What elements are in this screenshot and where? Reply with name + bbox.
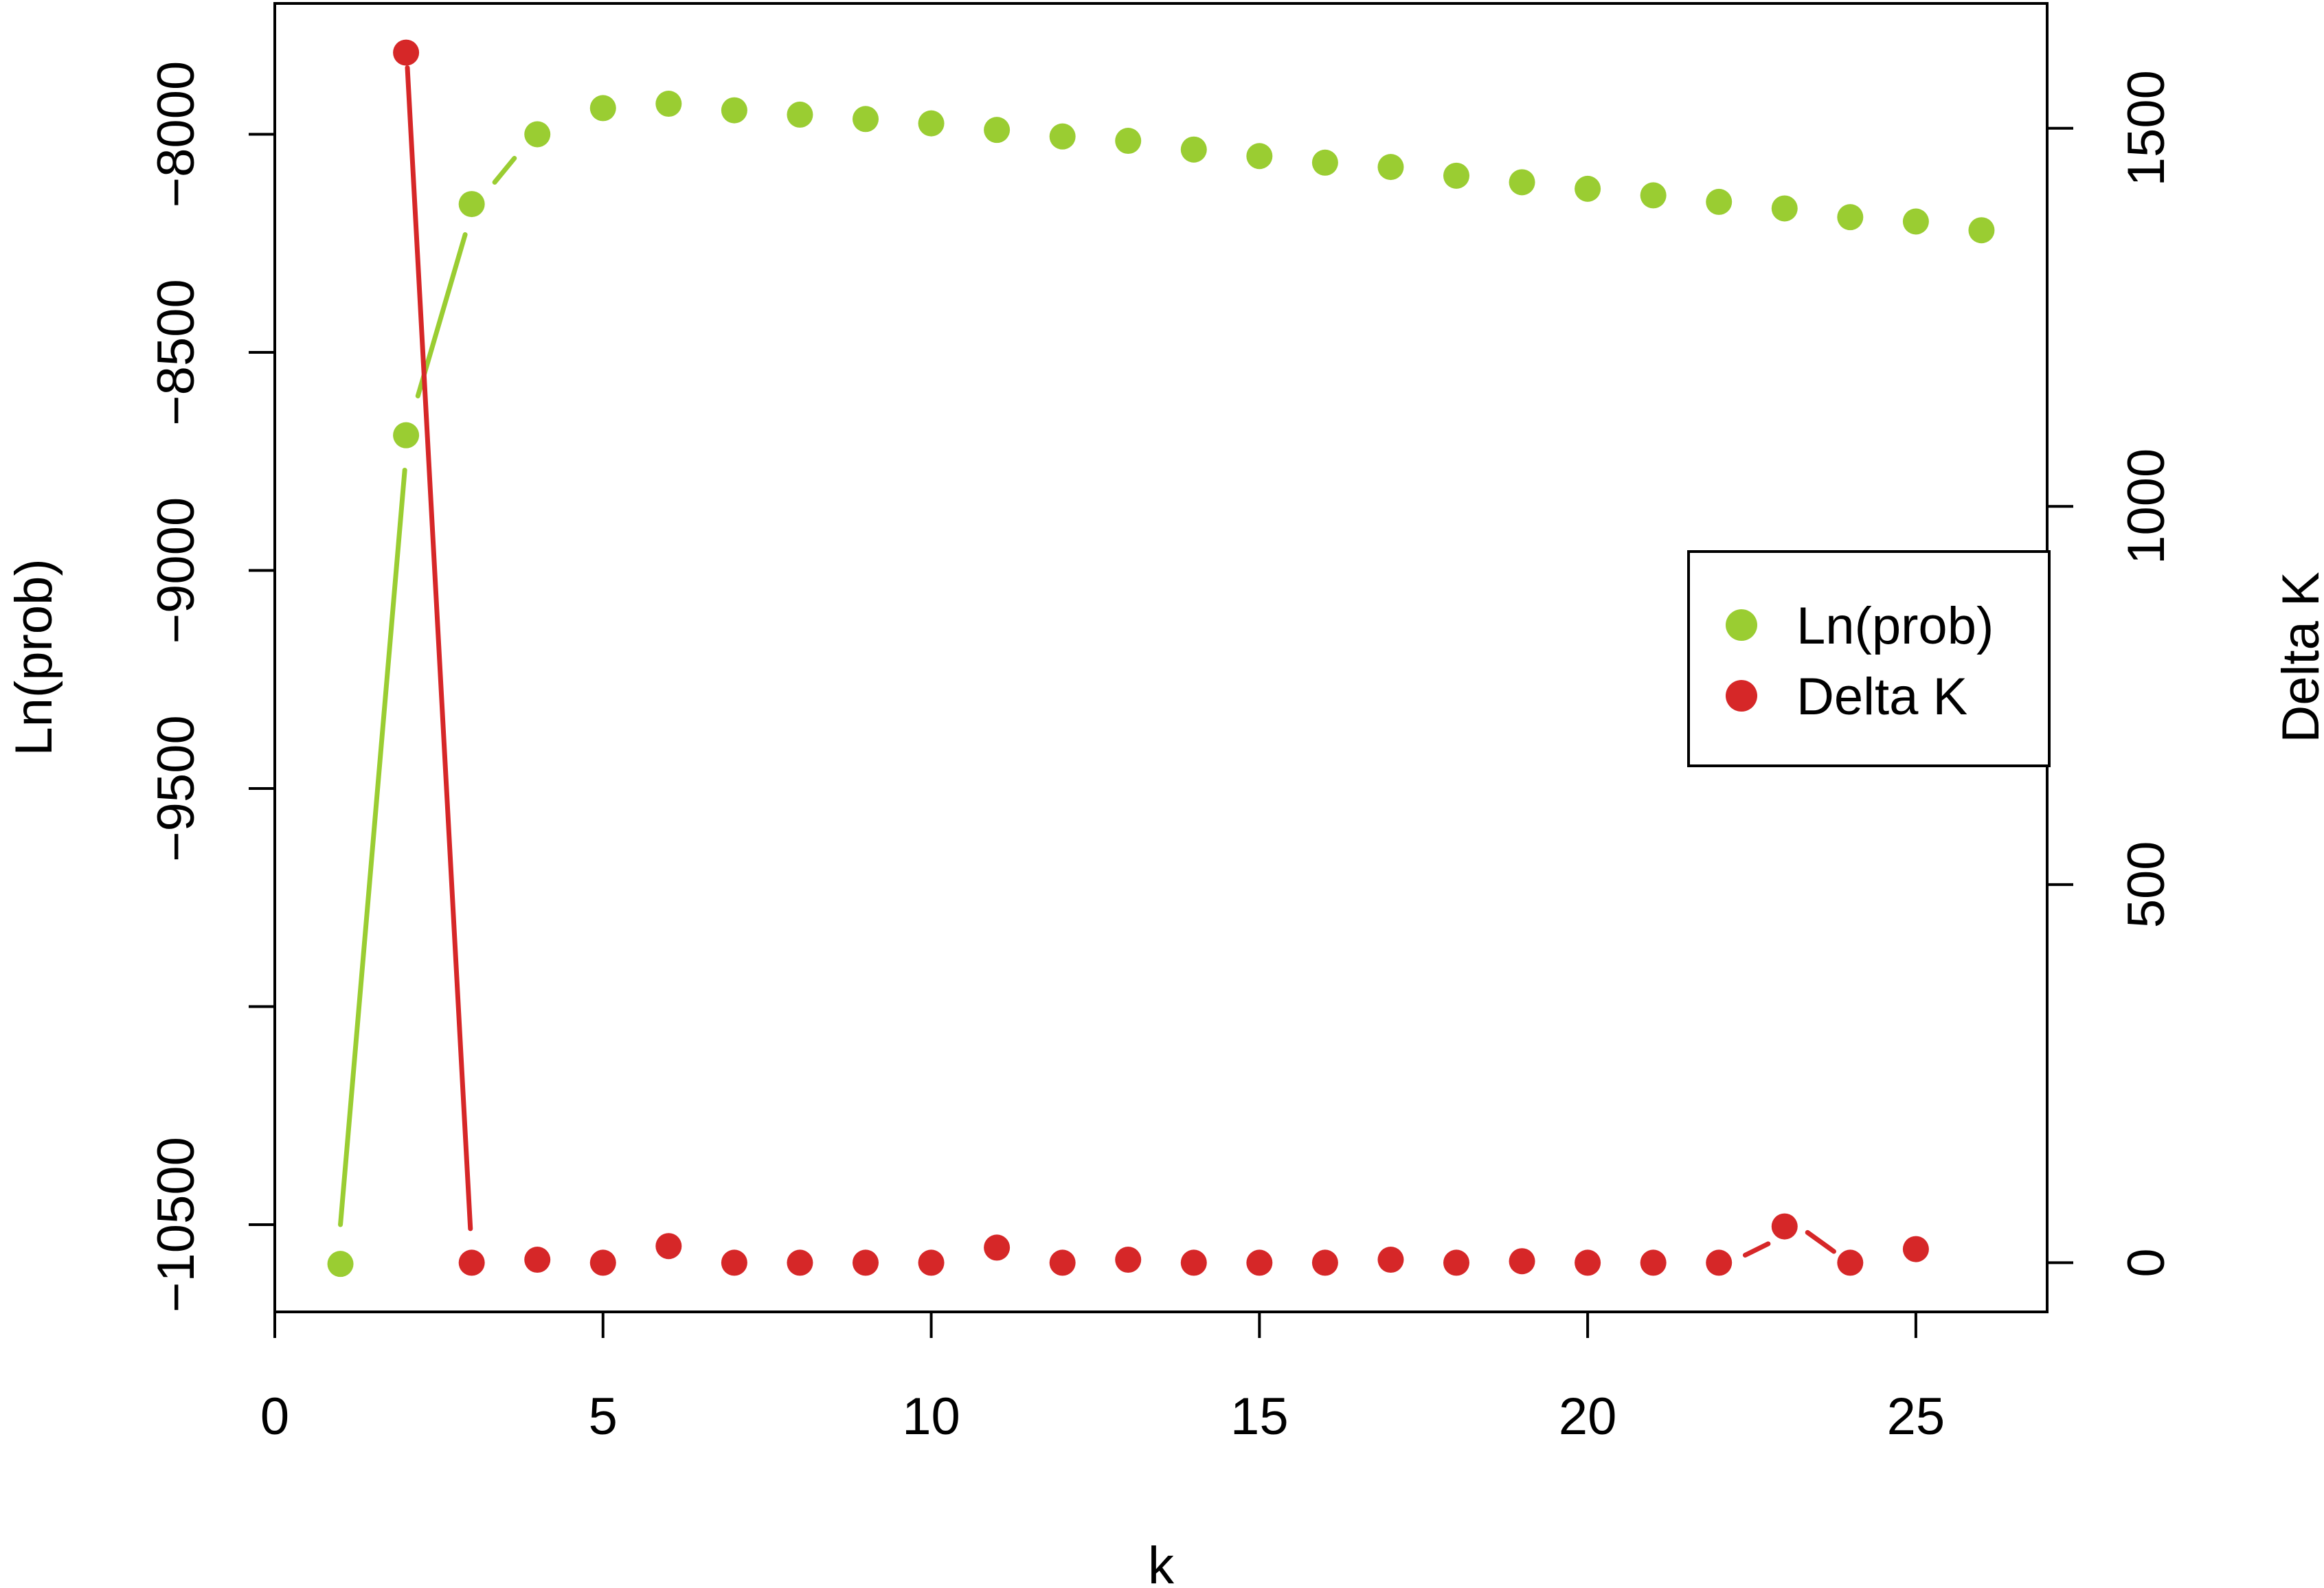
point-ln-prob-k16	[1311, 149, 1338, 176]
y-tick-label-4: −8500	[147, 279, 205, 425]
point-delta-k-k20	[1575, 1249, 1601, 1276]
point-ln-prob-k15	[1246, 143, 1273, 170]
point-delta-k-k4	[524, 1247, 551, 1273]
connector-line-3	[405, 65, 473, 1232]
y2-tick-label-1000: 1000	[2117, 449, 2176, 565]
connector-line-5	[1805, 1229, 1836, 1254]
point-ln-prob-k9	[853, 106, 879, 133]
point-delta-k-k13	[1115, 1247, 1142, 1273]
point-delta-k-k24	[1837, 1249, 1864, 1276]
point-ln-prob-k10	[918, 110, 945, 137]
point-delta-k-k17	[1377, 1247, 1404, 1273]
connecting-lines	[338, 65, 1836, 1258]
point-ln-prob-k11	[984, 117, 1011, 144]
connector-line-0	[338, 467, 407, 1227]
point-delta-k-k7	[721, 1249, 747, 1276]
connector-line-2	[492, 155, 517, 185]
point-ln-prob-k13	[1115, 128, 1142, 155]
point-delta-k-k21	[1640, 1249, 1667, 1276]
legend: Ln(prob) Delta K	[1687, 550, 2051, 767]
point-ln-prob-k1	[327, 1251, 354, 1278]
point-delta-k-k15	[1246, 1249, 1273, 1276]
point-ln-prob-k4	[524, 121, 551, 148]
x-tick-label-20: 20	[1559, 1387, 1617, 1446]
y2-tick-label-0: 0	[2117, 1248, 2176, 1277]
point-delta-k-k14	[1180, 1249, 1207, 1276]
legend-marker-ln-prob	[1726, 609, 1757, 641]
point-delta-k-k10	[918, 1249, 945, 1276]
y-axis-title: Ln(prob)	[5, 558, 63, 756]
point-ln-prob-k25	[1902, 208, 1929, 235]
point-ln-prob-k12	[1049, 123, 1076, 150]
point-ln-prob-k8	[787, 101, 813, 128]
y2-tick-label-1500: 1500	[2117, 70, 2176, 186]
y-tick-label-3: −9000	[147, 497, 205, 644]
point-ln-prob-k3	[458, 191, 485, 218]
point-delta-k-k8	[787, 1249, 813, 1276]
point-ln-prob-k20	[1575, 175, 1601, 202]
connector-line-4	[1742, 1241, 1771, 1258]
x-tick-label-10: 10	[902, 1387, 960, 1446]
point-delta-k-k12	[1049, 1249, 1076, 1276]
point-ln-prob-k24	[1837, 204, 1864, 231]
point-ln-prob-k19	[1509, 169, 1535, 196]
y-axis-right: 0 500 1000 1500	[2046, 70, 2176, 1278]
y-tick-label-5: −8000	[147, 61, 205, 207]
point-delta-k-k2	[393, 39, 420, 66]
y2-axis-title: Delta K	[2272, 571, 2324, 742]
point-ln-prob-k23	[1771, 195, 1798, 222]
point-delta-k-k3	[458, 1249, 485, 1276]
point-ln-prob-k21	[1640, 182, 1667, 209]
point-delta-k-k11	[984, 1234, 1011, 1261]
point-ln-prob-k2	[393, 422, 420, 449]
y2-tick-label-500: 500	[2117, 841, 2176, 928]
point-ln-prob-k6	[655, 91, 682, 117]
x-tick-label-5: 5	[589, 1387, 618, 1446]
point-ln-prob-k17	[1377, 154, 1404, 181]
x-axis: 0 5 10 15 20 25	[260, 1311, 1945, 1446]
data-points	[327, 39, 1995, 1278]
x-axis-title: k	[1148, 1536, 1175, 1588]
y-tick-label-0: −10500	[147, 1137, 205, 1313]
point-ln-prob-k18	[1443, 162, 1469, 189]
y-axis-left: −10500 −9500 −9000 −8500 −8000	[147, 61, 276, 1313]
point-delta-k-k25	[1902, 1236, 1929, 1262]
point-delta-k-k19	[1509, 1248, 1535, 1275]
point-delta-k-k16	[1311, 1249, 1338, 1276]
legend-label-delta-k: Delta K	[1796, 668, 1967, 726]
point-delta-k-k6	[655, 1233, 682, 1260]
point-ln-prob-k22	[1706, 188, 1733, 215]
point-ln-prob-k5	[589, 95, 616, 122]
point-ln-prob-k26	[1968, 217, 1995, 244]
legend-marker-delta-k	[1726, 680, 1757, 712]
point-delta-k-k22	[1706, 1249, 1733, 1276]
x-tick-label-15: 15	[1230, 1387, 1289, 1446]
y-tick-label-2: −9500	[147, 715, 205, 861]
point-delta-k-k18	[1443, 1249, 1469, 1276]
point-ln-prob-k14	[1180, 136, 1207, 163]
point-delta-k-k5	[589, 1249, 616, 1276]
x-tick-label-25: 25	[1887, 1387, 1945, 1446]
point-ln-prob-k7	[721, 97, 747, 124]
x-tick-label-0: 0	[260, 1387, 289, 1446]
legend-box	[1687, 550, 2051, 767]
point-delta-k-k23	[1771, 1213, 1798, 1240]
point-delta-k-k9	[853, 1249, 879, 1276]
legend-label-ln-prob: Ln(prob)	[1796, 597, 1994, 655]
